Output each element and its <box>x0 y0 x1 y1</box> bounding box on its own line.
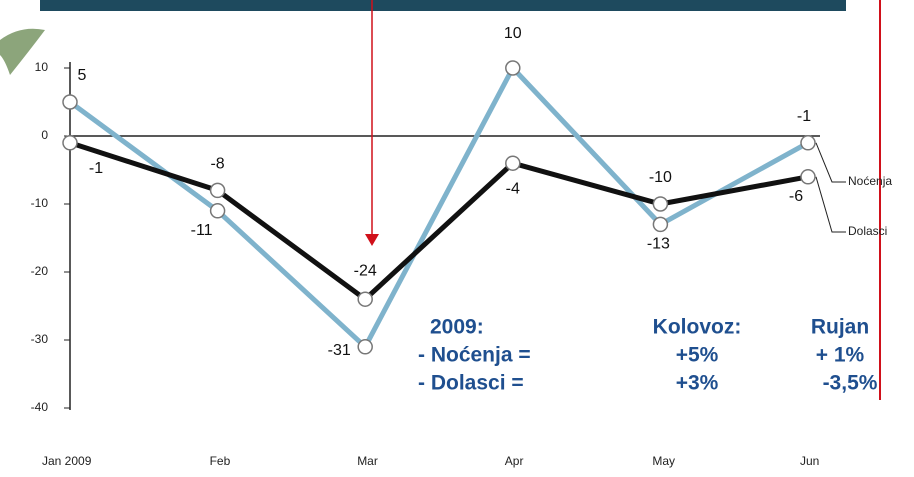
y-tick-label: -40 <box>31 400 49 414</box>
data-label: -1 <box>89 160 103 177</box>
point-marker <box>63 95 77 109</box>
annotation: Kolovoz: <box>653 316 742 339</box>
page: 10 0 -10 -20 -30 -40 Jan 2009 Feb Mar Apr May Jun 5 -… <box>0 0 914 477</box>
point-marker <box>358 340 372 354</box>
legend-connector <box>816 143 846 182</box>
data-label: -31 <box>328 342 351 359</box>
annotation: +5% <box>676 344 719 367</box>
legend-label: Noćenja <box>848 174 892 188</box>
data-label: -10 <box>649 169 672 186</box>
annotation: -3,5% <box>823 372 878 395</box>
point-marker <box>653 217 667 231</box>
legend-connector <box>816 177 846 232</box>
x-tick-label: Feb <box>210 454 231 468</box>
data-label: -4 <box>506 180 520 197</box>
top-bar <box>40 0 846 11</box>
red-arrow-head <box>365 234 379 246</box>
y-tick-label: 0 <box>41 128 48 142</box>
point-marker <box>211 183 225 197</box>
point-marker <box>801 136 815 150</box>
y-tick-label: -30 <box>31 332 49 346</box>
point-marker <box>801 170 815 184</box>
point-marker <box>653 197 667 211</box>
data-label: 10 <box>504 25 522 42</box>
data-label: -13 <box>647 236 670 253</box>
x-tick-label: May <box>652 454 675 468</box>
series-line <box>70 68 808 347</box>
point-marker <box>358 292 372 306</box>
x-tick-label: Jun <box>800 454 819 468</box>
y-tick-label: -10 <box>31 196 49 210</box>
chart: 10 0 -10 -20 -30 -40 Jan 2009 Feb Mar Apr May Jun 5 -… <box>0 0 914 477</box>
data-label: -11 <box>191 222 213 239</box>
data-label: -6 <box>789 188 803 205</box>
y-tick-label: 10 <box>35 60 49 74</box>
data-label: -8 <box>210 156 224 173</box>
legend-label: Dolasci <box>848 224 887 238</box>
point-marker <box>63 136 77 150</box>
data-label: 5 <box>78 67 87 84</box>
x-tick-label: Jan 2009 <box>42 454 92 468</box>
x-tick-label: Mar <box>357 454 378 468</box>
annotation: - Noćenja = <box>418 344 531 367</box>
annotation: 2009: <box>430 316 484 339</box>
point-marker <box>506 156 520 170</box>
annotation: +3% <box>676 372 719 395</box>
series-line <box>70 143 808 299</box>
annotation: Rujan <box>811 316 869 339</box>
point-marker <box>211 204 225 218</box>
y-tick-label: -20 <box>31 264 49 278</box>
point-marker <box>506 61 520 75</box>
annotation: - Dolasci = <box>418 372 524 395</box>
annotation: + 1% <box>816 344 865 367</box>
data-label: -24 <box>354 262 377 279</box>
data-label: -1 <box>797 108 811 125</box>
x-tick-label: Apr <box>505 454 524 468</box>
